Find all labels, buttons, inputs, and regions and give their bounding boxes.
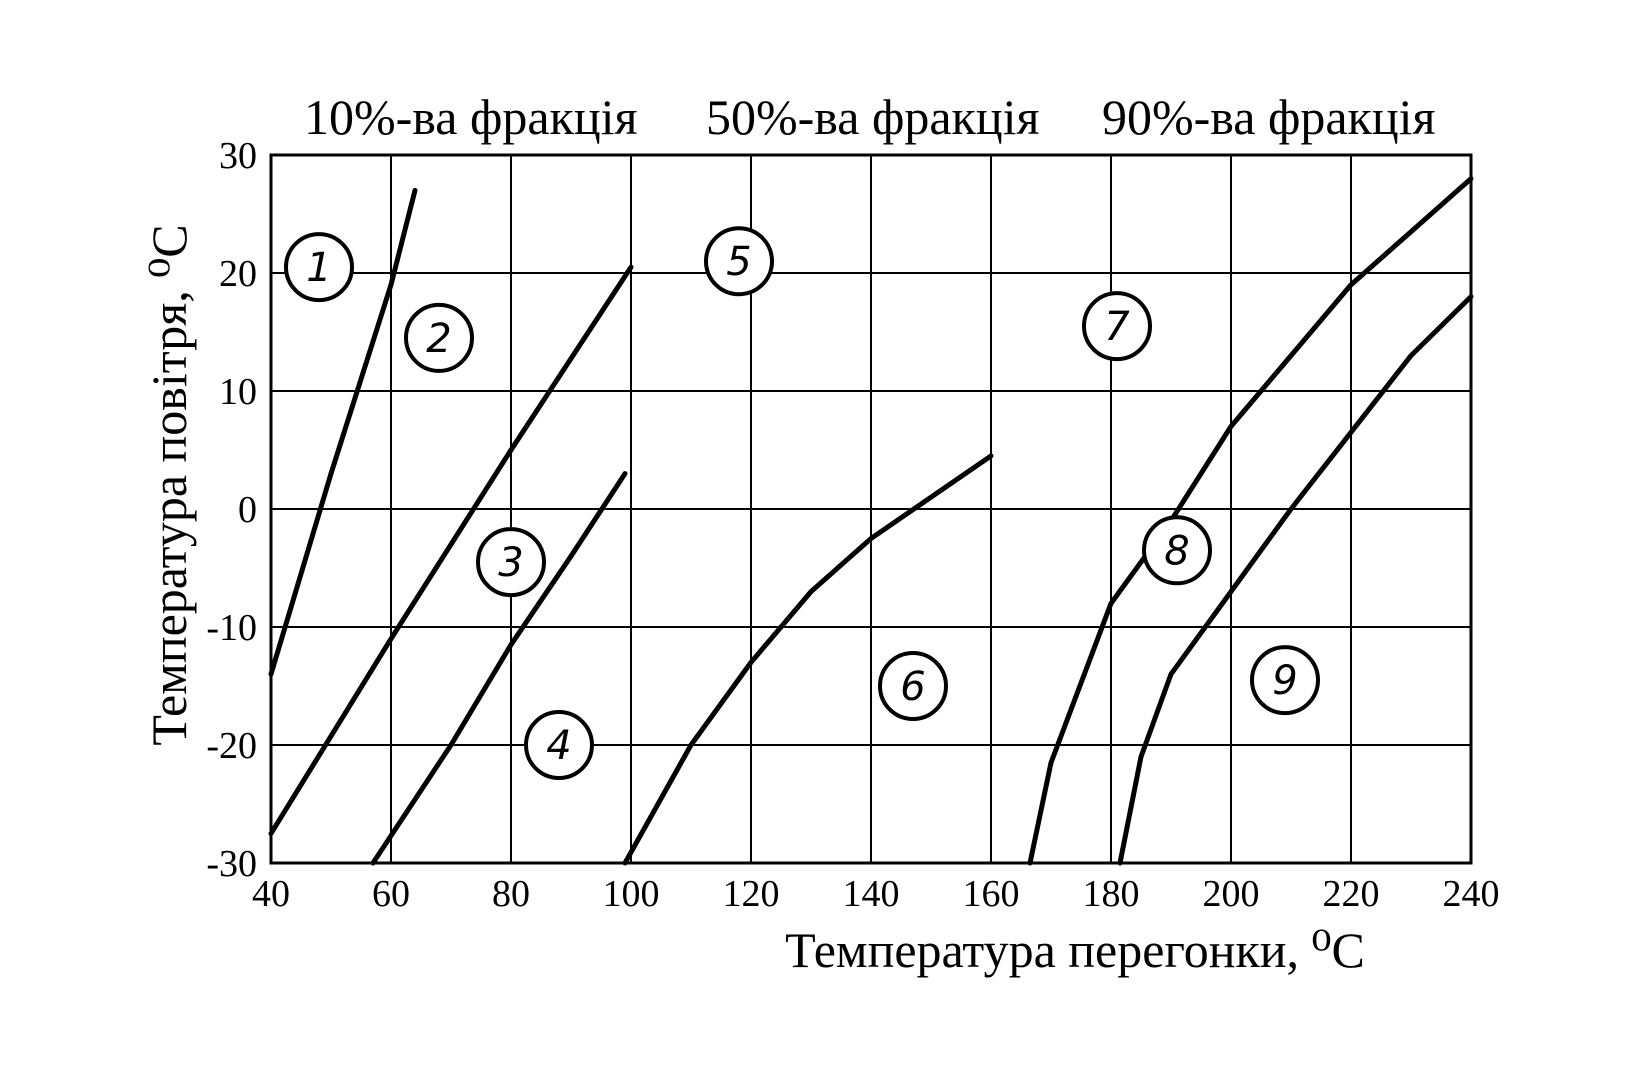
region-label-circle-8 (1142, 515, 1212, 586)
x-tick-label: 140 (843, 873, 900, 915)
y-tick-label: 0 (238, 489, 257, 531)
x-tick-label: 180 (1083, 873, 1140, 915)
curve-3 (370, 471, 628, 866)
x-tick-label: 220 (1323, 873, 1380, 915)
x-tick-label: 100 (603, 873, 660, 915)
region-label-circle-9 (1250, 645, 1320, 716)
region-label-4: 4 (546, 723, 571, 769)
region-label-circle-5 (704, 226, 774, 297)
region-label-circle-1 (284, 232, 354, 303)
region-label-2: 2 (426, 316, 451, 362)
x-axis-title: Температура перегонки, ⁰С (785, 922, 1365, 978)
curve-4 (622, 453, 994, 866)
x-tick-label: 60 (372, 873, 410, 915)
y-tick-label: -10 (206, 607, 257, 649)
region-label-8: 8 (1164, 528, 1189, 574)
chart-curves (268, 176, 1474, 866)
region-label-9: 9 (1272, 658, 1297, 704)
region-label-3: 3 (498, 540, 523, 586)
curve-1 (268, 187, 418, 677)
region-label-6: 6 (900, 664, 925, 710)
header-90-percent: 90%-ва фракція (1102, 89, 1435, 145)
y-tick-labels: -30 -20 -10 0 10 20 30 (206, 135, 257, 885)
region-label-circle-2 (404, 302, 474, 373)
region-label-circle-4 (524, 710, 594, 780)
x-tick-label: 160 (963, 873, 1020, 915)
y-tick-label: 20 (219, 253, 257, 295)
x-tick-label: 40 (252, 873, 290, 915)
region-label-circle-6 (878, 651, 948, 721)
header-50-percent: 50%-ва фракція (706, 89, 1039, 145)
region-label-5: 5 (726, 239, 751, 285)
x-tick-label: 120 (723, 873, 780, 915)
x-tick-label: 240 (1443, 873, 1500, 915)
y-axis-title: Температура повітря, ⁰С (141, 224, 197, 745)
x-tick-label: 200 (1203, 873, 1260, 915)
region-label-circle-3 (476, 527, 546, 598)
region-label-circle-7 (1082, 291, 1152, 362)
curve-6 (1117, 294, 1474, 866)
header-10-percent: 10%-ва фракція (304, 89, 637, 145)
region-label-1: 1 (306, 245, 331, 291)
curve-5 (1027, 176, 1474, 866)
y-tick-label: -20 (206, 725, 257, 767)
region-label-7: 7 (1104, 304, 1130, 350)
x-tick-label: 80 (492, 873, 530, 915)
region-labels: 1 2 3 4 5 6 7 8 9 (284, 226, 1320, 780)
y-tick-label: 10 (219, 371, 257, 413)
y-tick-label: -30 (206, 843, 257, 885)
plot-frame (269, 153, 1473, 865)
x-tick-labels: 40 60 80 100 120 140 160 180 200 220 240 (252, 873, 1500, 915)
y-tick-label: 30 (219, 135, 257, 177)
curve-2 (268, 264, 634, 836)
